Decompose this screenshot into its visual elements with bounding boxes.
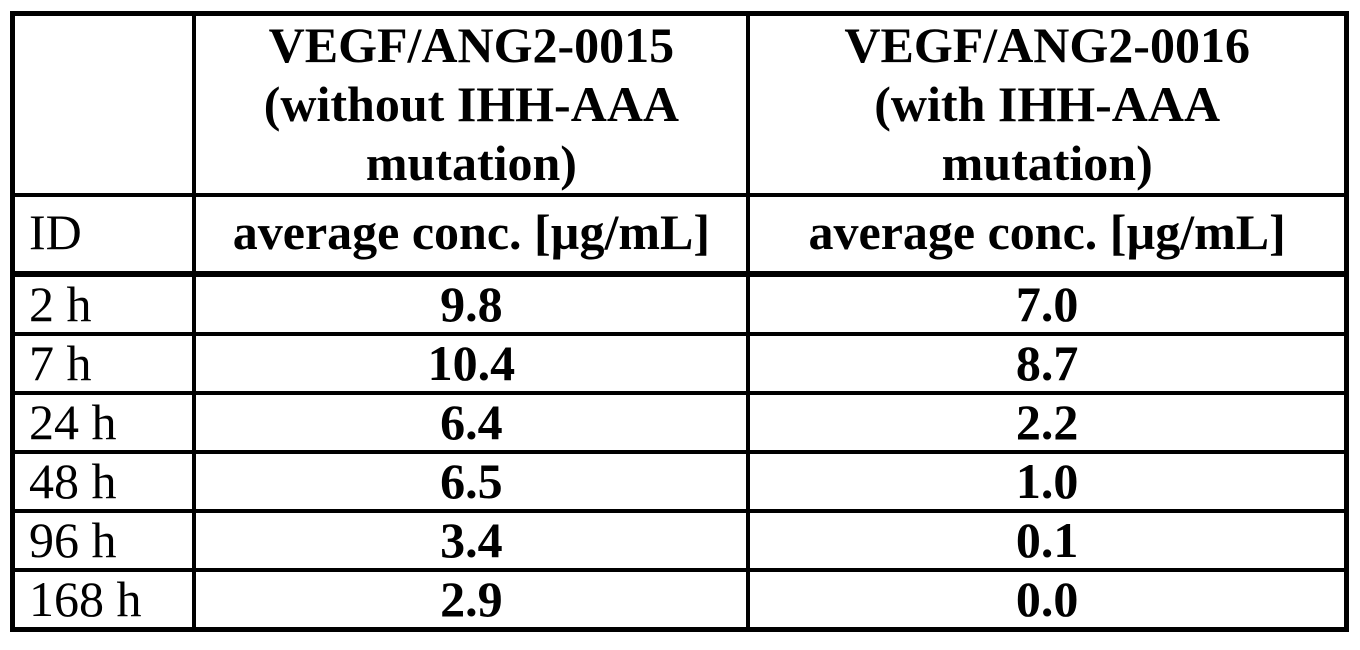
table-row-48h: 48 h 6.5 1.0 [10,450,1349,513]
timepoint-label: 2 h [10,272,197,336]
table-subheader-row: ID average conc. [µg/mL] average conc. [… [10,193,1349,277]
timepoint-label: 7 h [10,332,197,395]
concentration-table: VEGF/ANG2-0015 (without IHH-AAA mutation… [10,11,1349,632]
conc-value-0015: 9.8 [192,272,751,336]
conc-value-0015: 6.5 [192,450,751,513]
conc-value-0016: 8.7 [746,332,1349,395]
conc-value-0015: 6.4 [192,391,751,454]
timepoint-label: 48 h [10,450,197,513]
timepoint-label: 24 h [10,391,197,454]
conc-value-0015: 3.4 [192,509,751,572]
header-line: (without IHH-AAA [263,76,680,132]
header-line: (with IHH-AAA [874,76,1221,132]
table-row-2h: 2 h 9.8 7.0 [10,272,1349,336]
header-line: mutation) [941,135,1153,191]
conc-value-0016: 2.2 [746,391,1349,454]
column-header-vegf-ang2-0015: VEGF/ANG2-0015 (without IHH-AAA mutation… [192,11,751,197]
conc-value-0016: 7.0 [746,272,1349,336]
header-line: mutation) [365,135,577,191]
conc-value-0016: 0.1 [746,509,1349,572]
avg-conc-header-0015: average conc. [µg/mL] [192,193,751,277]
avg-conc-header-0016: average conc. [µg/mL] [746,193,1349,277]
header-line: VEGF/ANG2-0016 [844,17,1250,73]
conc-value-0015: 10.4 [192,332,751,395]
timepoint-label: 168 h [10,568,197,632]
concentration-table-container: VEGF/ANG2-0015 (without IHH-AAA mutation… [10,11,1349,632]
conc-value-0016: 1.0 [746,450,1349,513]
id-header-cell: ID [10,193,197,277]
conc-value-0015: 2.9 [192,568,751,632]
header-line: VEGF/ANG2-0015 [268,17,675,73]
table-row-24h: 24 h 6.4 2.2 [10,391,1349,454]
table-row-96h: 96 h 3.4 0.1 [10,509,1349,572]
column-header-vegf-ang2-0016: VEGF/ANG2-0016 (with IHH-AAA mutation) [746,11,1349,197]
table-header-row: VEGF/ANG2-0015 (without IHH-AAA mutation… [10,11,1349,197]
timepoint-label: 96 h [10,509,197,572]
conc-value-0016: 0.0 [746,568,1349,632]
table-row-7h: 7 h 10.4 8.7 [10,332,1349,395]
table-row-168h: 168 h 2.9 0.0 [10,568,1349,632]
corner-header-cell [10,11,197,197]
